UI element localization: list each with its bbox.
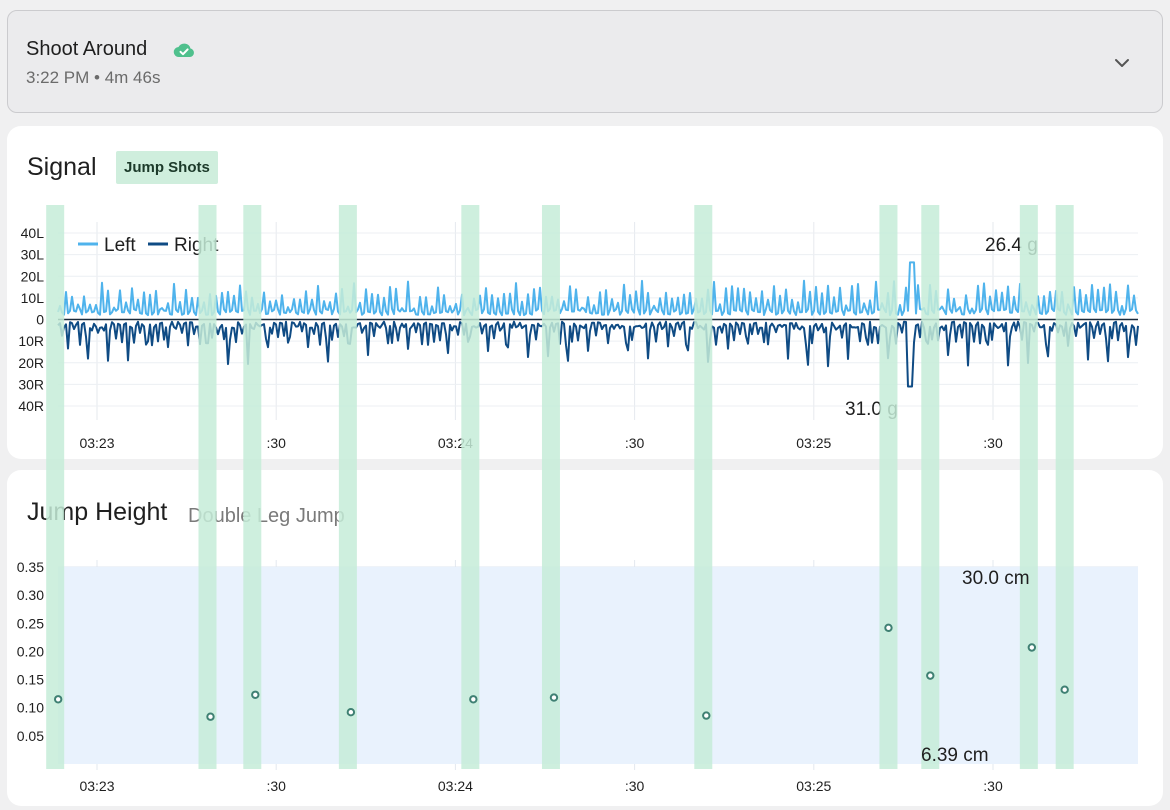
signal-y-tick-label: 30R — [18, 376, 44, 392]
jump-y-axis: 0.35 0.30 0.25 0.20 0.15 0.10 0.05 — [17, 559, 44, 744]
jump-y-tick-label: 0.30 — [17, 587, 44, 603]
jump-shot-highlight-bar — [338, 205, 357, 769]
jump-range-band — [58, 567, 1138, 764]
jump-point — [1027, 643, 1037, 652]
signal-x-tick-label: :30 — [983, 435, 1003, 451]
jump-shot-highlight-bar — [541, 205, 560, 769]
jump-point — [206, 712, 215, 721]
jump-x-tick-label: :30 — [266, 778, 286, 794]
right-series-line — [57, 320, 1139, 388]
signal-x-tick-label: 03:23 — [79, 435, 114, 451]
jump-point — [469, 695, 478, 704]
jump-shot-highlight-bar — [243, 205, 262, 769]
max-height-label: 30.0 cm — [962, 568, 1030, 589]
jump-points — [53, 623, 1069, 721]
jump-shot-highlight-bar — [921, 205, 940, 769]
signal-grid — [58, 222, 1138, 420]
jump-y-tick-label: 0.10 — [17, 700, 44, 716]
signal-y-axis: 40L 30L 20L 10L 0 10R 20R 30R 40R — [18, 225, 44, 414]
jump-shot-highlight-bar — [694, 205, 713, 769]
legend-left-label: Left — [104, 235, 136, 256]
signal-y-tick-label: 40L — [21, 225, 45, 241]
jump-x-tick-label: 03:23 — [79, 778, 114, 794]
signal-y-tick-label: 40R — [18, 398, 44, 414]
jump-shot-highlight-bar — [879, 205, 898, 769]
jump-point — [884, 623, 893, 632]
signal-y-tick-label: 30L — [21, 247, 45, 263]
session-title: Shoot Around — [26, 38, 148, 60]
jump-x-axis: 03:23 :30 03:24 :30 03:25 :30 — [79, 778, 1002, 794]
jump-point — [251, 690, 260, 699]
jump-subtitle: Double Leg Jump — [188, 505, 345, 527]
min-height-label: 6.39 cm — [921, 745, 989, 766]
jump-point — [549, 693, 559, 702]
cloud-check-icon — [173, 42, 195, 63]
jump-shot-highlight-bar — [1055, 205, 1074, 769]
jump-x-tick-label: 03:24 — [438, 778, 473, 794]
jump-point — [926, 671, 935, 680]
jump-shot-highlights — [46, 205, 1074, 769]
jump-shot-highlight-bar — [46, 205, 65, 769]
jump-y-tick-label: 0.20 — [17, 643, 44, 659]
signal-y-tick-label: 0 — [36, 312, 44, 328]
signal-legend: Left Right — [78, 235, 219, 256]
jump-x-tick-label: :30 — [625, 778, 645, 794]
signal-title: Signal — [27, 153, 97, 181]
jump-point — [53, 695, 63, 704]
jump-y-tick-label: 0.35 — [17, 559, 44, 575]
session-subtitle: 3:22 PM • 4m 46s — [26, 68, 161, 87]
jump-shot-highlight-bar — [198, 205, 217, 769]
jump-y-tick-label: 0.15 — [17, 672, 44, 688]
jump-point — [1060, 685, 1069, 694]
signal-x-tick-label: 03:25 — [796, 435, 831, 451]
jump-y-tick-label: 0.25 — [17, 615, 44, 631]
signal-x-tick-label: :30 — [625, 435, 645, 451]
left-series-line — [57, 261, 1139, 317]
jump-point — [346, 708, 356, 717]
jump-x-tick-label: :30 — [983, 778, 1003, 794]
jump-y-tick-label: 0.05 — [17, 728, 44, 744]
jump-point — [702, 711, 711, 720]
session-header[interactable]: Shoot Around 3:22 PM • 4m 46s — [7, 10, 1163, 113]
chevron-down-icon[interactable] — [1114, 55, 1130, 73]
jump-shots-badge[interactable]: Jump Shots — [116, 151, 218, 184]
signal-y-tick-label: 20L — [21, 268, 45, 284]
signal-y-tick-label: 10L — [21, 290, 45, 306]
jump-shot-highlight-bar — [461, 205, 480, 769]
signal-x-tick-label: :30 — [266, 435, 286, 451]
signal-x-axis: 03:23:30 03:24:30 03:25:30 — [79, 435, 1002, 451]
signal-y-tick-label: 20R — [18, 355, 44, 371]
jump-x-tick-label: 03:25 — [796, 778, 831, 794]
signal-y-tick-label: 10R — [18, 333, 44, 349]
jump-shot-highlight-bar — [1019, 205, 1038, 769]
